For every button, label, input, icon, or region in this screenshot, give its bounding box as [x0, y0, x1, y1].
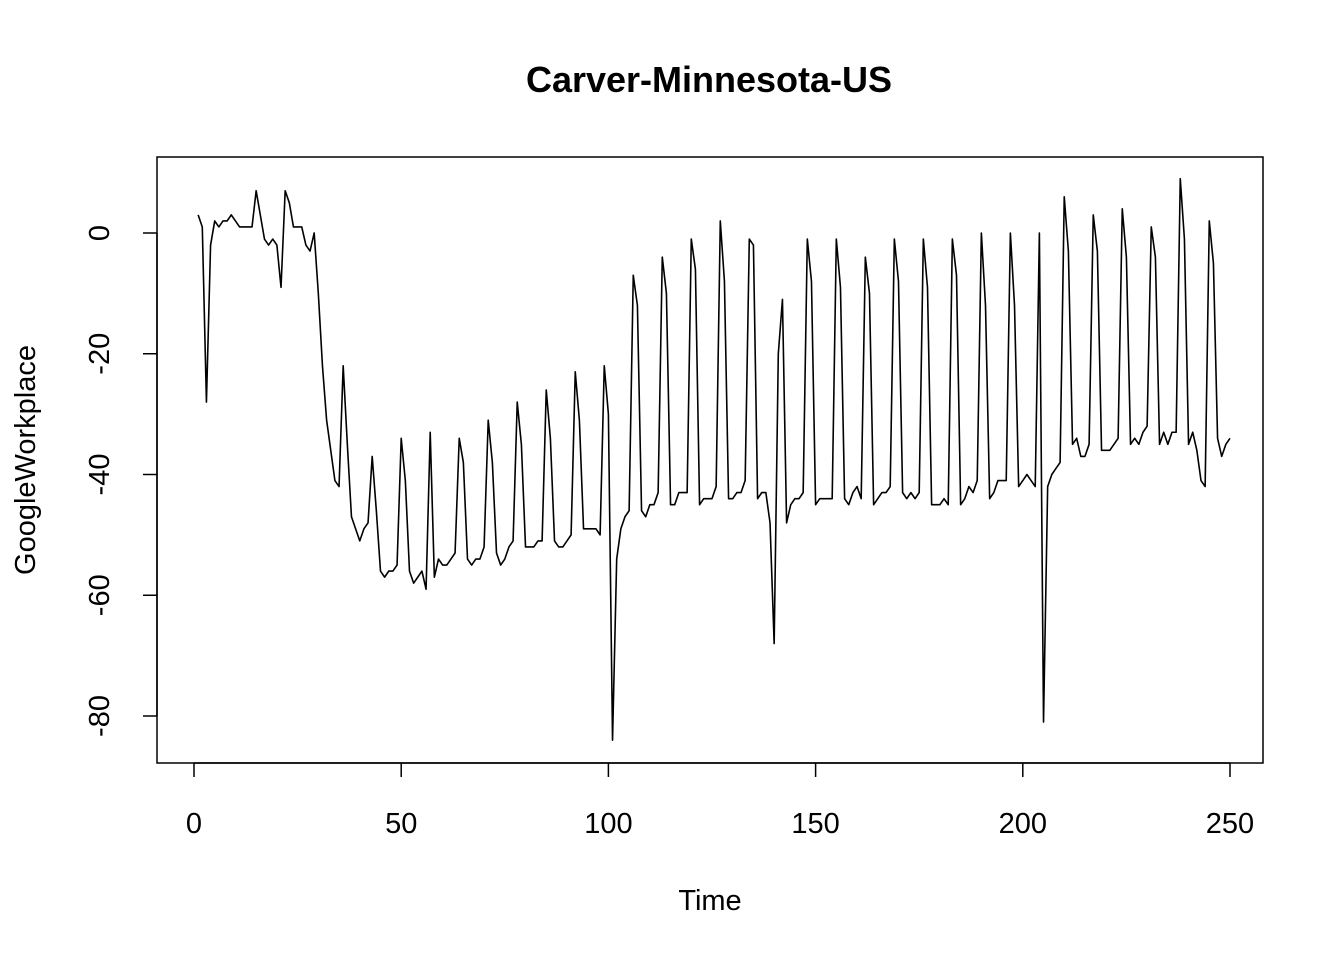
- y-tick-label: -40: [84, 454, 116, 496]
- y-tick-label: -20: [84, 333, 116, 375]
- series-line-googleworkplace: [197, 177, 1231, 741]
- y-axis-label: GoogleWorkplace: [10, 345, 42, 575]
- y-tick-label: -60: [84, 574, 116, 616]
- chart-title: Carver-Minnesota-US: [526, 59, 892, 100]
- x-axis: 0 50 100 150 200 250: [186, 762, 1254, 840]
- x-axis-label: Time: [678, 885, 741, 917]
- y-tick-label: -80: [84, 695, 116, 737]
- x-tick-label: 50: [385, 808, 417, 840]
- y-axis: 0 -20 -40 -60 -80: [84, 225, 158, 737]
- x-tick-label: 150: [791, 808, 839, 840]
- x-tick-label: 0: [186, 808, 202, 840]
- y-tick-label: 0: [84, 225, 116, 241]
- x-tick-label: 100: [584, 808, 632, 840]
- x-tick-label: 200: [999, 808, 1047, 840]
- x-tick-label: 250: [1206, 808, 1254, 840]
